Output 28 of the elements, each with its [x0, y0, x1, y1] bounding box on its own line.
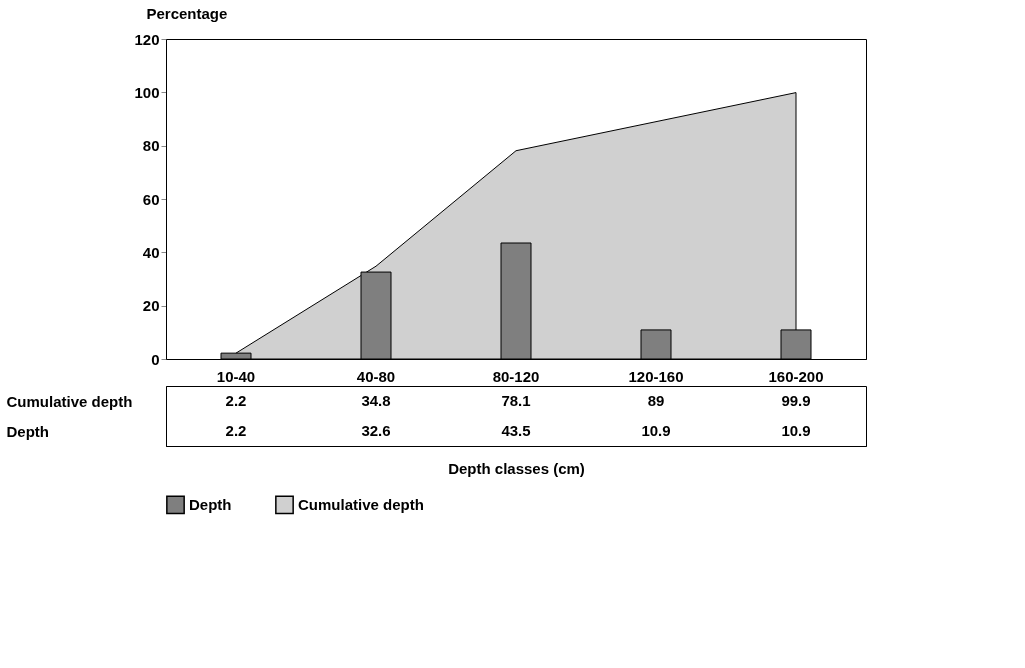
y-tick-label: 0 — [151, 350, 160, 368]
x-tick-label: 120-160 — [628, 367, 684, 385]
text: Depth — [6, 422, 49, 440]
data-label: 89 — [647, 392, 665, 409]
data-label: 99.9 — [781, 392, 811, 409]
y-tick-label: 100 — [134, 83, 160, 101]
text: Cumulative depth — [6, 392, 133, 410]
x-tick-label: 80-120 — [492, 367, 540, 385]
data-label: 2.2 — [225, 422, 247, 439]
y-tick-label: 60 — [142, 190, 160, 208]
data-label: 2.2 — [225, 392, 247, 409]
x-tick-label: 10-40 — [216, 367, 256, 385]
y-axis-title: Percentage — [146, 4, 228, 22]
data-label: 34.8 — [361, 392, 391, 409]
y-tick-label: 40 — [142, 243, 160, 261]
data-label: 78.1 — [501, 392, 531, 409]
y-tick-label: 20 — [142, 297, 160, 315]
legend-label: Depth — [189, 495, 232, 513]
data-label: 10.9 — [641, 422, 671, 439]
legend-label: Cumulative depth — [298, 495, 424, 513]
x-axis-title: Depth classes (cm) — [448, 459, 585, 477]
data-label: 10.9 — [781, 422, 811, 439]
data-label: 43.5 — [501, 422, 531, 439]
y-tick-label: 120 — [134, 30, 160, 48]
data-label: 32.6 — [361, 422, 391, 439]
y-tick-label: 80 — [142, 137, 160, 155]
x-tick-label: 40-80 — [356, 367, 396, 385]
x-tick-label: 160-200 — [768, 367, 824, 385]
